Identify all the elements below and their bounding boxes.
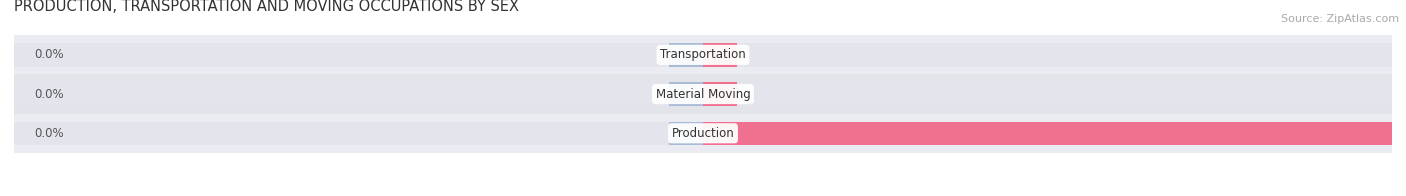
Bar (669, 43, 703, 67)
Bar (703, 122, 1392, 145)
Bar (14, 114, 1392, 153)
Bar (703, 122, 738, 145)
Bar (14, 74, 1392, 114)
Bar (703, 43, 1392, 67)
Bar (669, 122, 703, 145)
Text: Transportation: Transportation (661, 48, 745, 61)
Text: 0.0%: 0.0% (35, 48, 65, 61)
Bar (14, 43, 703, 67)
Bar (14, 35, 1392, 74)
Text: Source: ZipAtlas.com: Source: ZipAtlas.com (1281, 14, 1399, 24)
Bar (14, 122, 703, 145)
Bar (703, 122, 1392, 145)
Text: 0.0%: 0.0% (35, 88, 65, 101)
Text: Production: Production (672, 127, 734, 140)
Bar (14, 82, 703, 106)
Bar (703, 82, 738, 106)
Bar (669, 82, 703, 106)
Text: Material Moving: Material Moving (655, 88, 751, 101)
Text: PRODUCTION, TRANSPORTATION AND MOVING OCCUPATIONS BY SEX: PRODUCTION, TRANSPORTATION AND MOVING OC… (14, 0, 519, 14)
Bar (703, 82, 1392, 106)
Bar (703, 43, 738, 67)
Text: 0.0%: 0.0% (35, 127, 65, 140)
